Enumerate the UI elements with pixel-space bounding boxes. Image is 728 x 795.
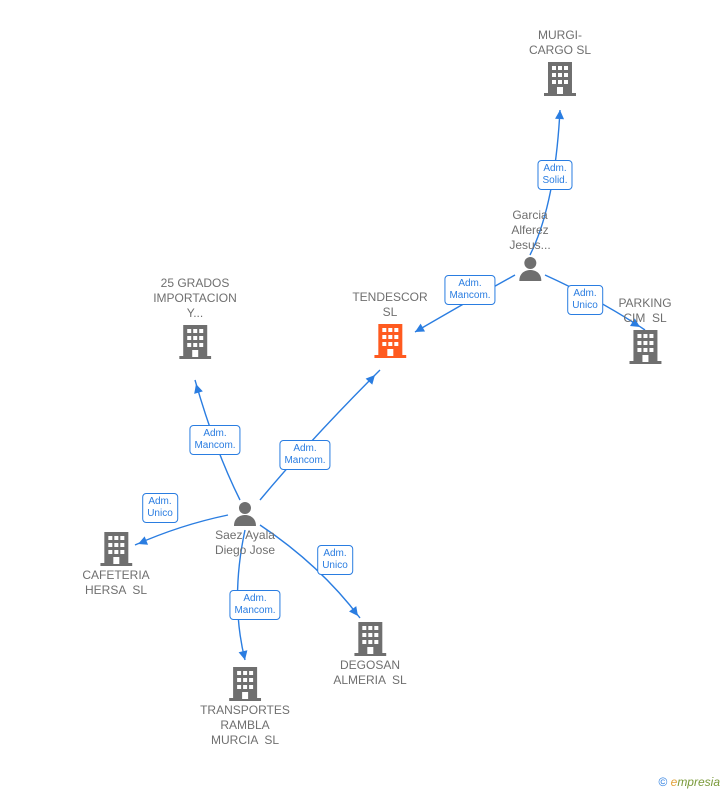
edge-label: Adm. Mancom. [189,425,240,455]
node-label: Garcia Alferez Jesus... [509,208,550,253]
node-label: Saez Ayala Diego Jose [215,528,275,558]
brand-name: empresia [671,775,720,789]
node-saez[interactable]: Saez Ayala Diego Jose [215,500,275,558]
node-murgi[interactable]: MURGI- CARGO SL [529,28,591,96]
node-label: TRANSPORTES RAMBLA MURCIA SL [200,703,290,748]
copyright-symbol: © [658,775,667,789]
building-icon [82,530,149,566]
edge-path [195,380,240,500]
building-icon [352,322,427,358]
node-garcia[interactable]: Garcia Alferez Jesus... [509,208,550,281]
edge-label: Adm. Unico [317,545,353,575]
node-label: DEGOSAN ALMERIA SL [333,658,406,688]
node-transp[interactable]: TRANSPORTES RAMBLA MURCIA SL [200,665,290,748]
edge-label: Adm. Unico [567,285,603,315]
node-label: TENDESCOR SL [352,290,427,320]
building-icon [618,328,671,364]
edge-label: Adm. Mancom. [444,275,495,305]
node-cafeteria[interactable]: CAFETERIA HERSA SL [82,530,149,598]
node-label: CAFETERIA HERSA SL [82,568,149,598]
building-icon [153,323,237,359]
person-icon [215,500,275,526]
edge-label: Adm. Unico [142,493,178,523]
edge-path [415,275,515,332]
node-tendescor[interactable]: TENDESCOR SL [352,290,427,358]
node-label: 25 GRADOS IMPORTACION Y... [153,276,237,321]
footer-credit: © empresia [658,775,720,789]
diagram-canvas: © empresia MURGI- CARGO SL Garcia Alfere… [0,0,728,795]
node-degosan[interactable]: DEGOSAN ALMERIA SL [333,620,406,688]
edge-path [260,370,380,500]
building-icon [200,665,290,701]
building-icon [333,620,406,656]
node-label: MURGI- CARGO SL [529,28,591,58]
node-parking[interactable]: PARKING CIM SL [618,296,671,364]
building-icon [529,60,591,96]
edge-label: Adm. Solid. [537,160,572,190]
edge-label: Adm. Mancom. [279,440,330,470]
node-grados25[interactable]: 25 GRADOS IMPORTACION Y... [153,276,237,359]
person-icon [509,255,550,281]
edge-label: Adm. Mancom. [229,590,280,620]
node-label: PARKING CIM SL [618,296,671,326]
